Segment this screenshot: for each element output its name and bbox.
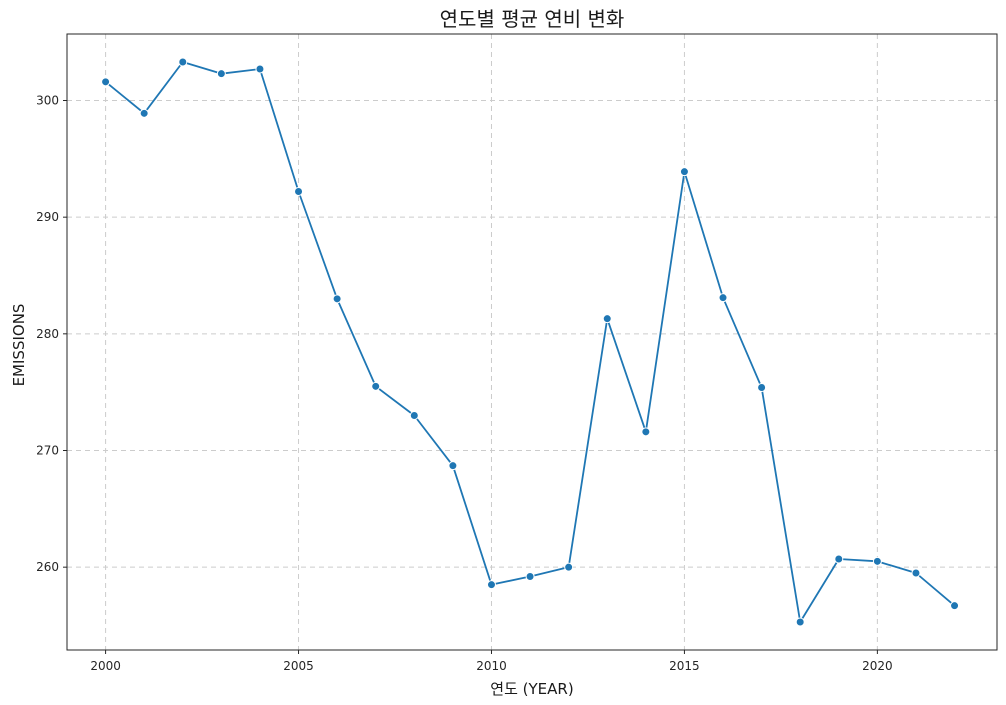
data-point [294,187,304,196]
data-point [332,294,342,304]
grid-lines [67,34,997,650]
data-point [101,77,111,87]
data-point [178,57,188,67]
y-tick-label: 290 [36,210,59,224]
y-tick-label: 300 [36,94,59,108]
data-point [525,572,535,581]
series-line [105,61,956,623]
x-tick-label: 2010 [476,659,507,673]
y-axis-label: EMISSIONS [10,304,28,387]
data-point [602,314,612,324]
data-point [718,293,728,303]
axis-ticks: 2000 2005 2010 2015 2020 260 270 280 290 300 [36,94,893,674]
data-point [679,167,689,177]
x-tick-label: 2020 [862,659,893,673]
data-point [911,568,921,578]
data-point [486,580,496,590]
data-point [757,383,767,392]
data-point [795,617,805,627]
data-point [834,554,844,564]
data-point [255,64,265,74]
x-tick-label: 2000 [90,659,121,673]
data-point [641,427,651,437]
data-point [216,69,226,79]
plot-frame [66,33,998,651]
x-tick-label: 2005 [283,659,314,673]
data-point [564,562,574,572]
y-tick-label: 280 [36,327,59,341]
series-layer [101,57,960,627]
data-point [139,108,149,118]
y-tick-label: 270 [36,444,59,458]
data-point [371,381,381,391]
data-point [448,461,458,471]
chart-title: 연도별 평균 연비 변화 [440,7,625,31]
y-tick-label: 260 [36,560,59,574]
x-tick-label: 2015 [669,659,700,673]
data-point [409,411,419,420]
x-axis-label: 연도 (YEAR) [490,680,573,698]
data-point [950,601,960,611]
data-point [872,556,882,566]
